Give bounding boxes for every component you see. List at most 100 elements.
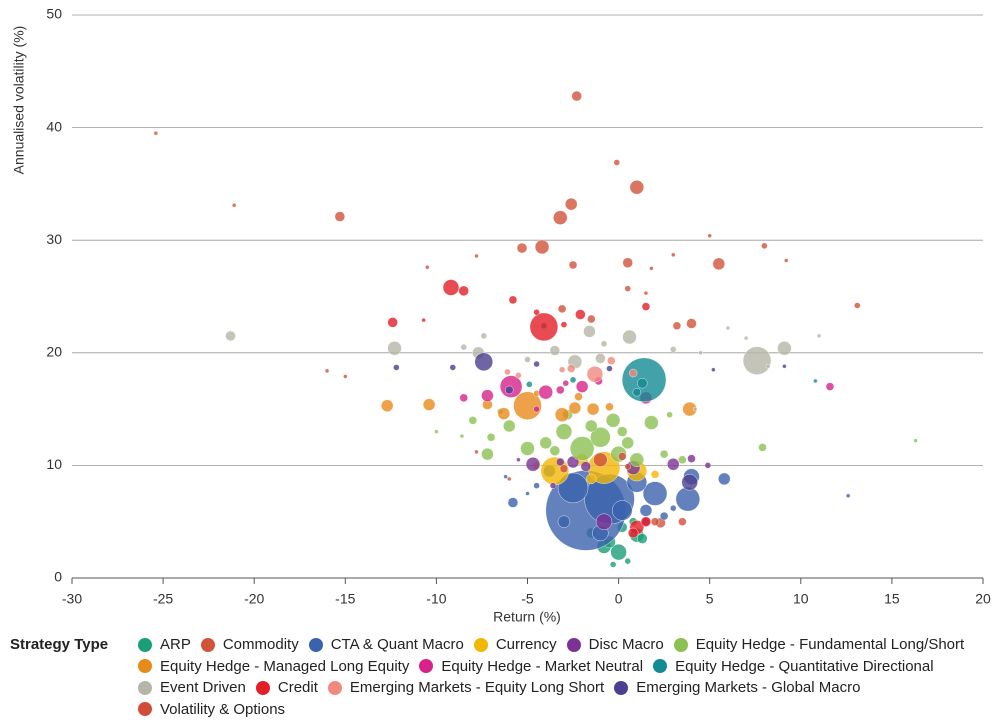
axes: 0 10 20 30 40 50 -30 -25 -20 -15 -10 -5 0 5 10 15 20	[46, 6, 991, 607]
legend-label: Emerging Markets - Global Macro	[636, 679, 861, 696]
bubble	[434, 429, 439, 434]
bubble	[743, 335, 749, 341]
bubble	[607, 356, 616, 365]
bubble	[515, 372, 522, 379]
bubble	[538, 385, 553, 400]
bubble	[629, 452, 645, 467]
y-tick-label: 0	[54, 569, 62, 585]
bubble	[529, 312, 559, 342]
y-axis-label: Annualised volatility (%)	[11, 26, 27, 175]
bubble	[644, 415, 659, 430]
bubble	[640, 516, 652, 527]
bubble	[712, 257, 726, 271]
bubble	[784, 258, 789, 263]
bubble	[559, 464, 569, 473]
bubble	[549, 345, 561, 356]
bubble	[707, 233, 712, 238]
legend-item: Credit	[255, 677, 318, 699]
bubble	[393, 364, 400, 371]
legend-swatch	[255, 680, 270, 695]
legend-swatch	[673, 637, 688, 652]
legend-swatch	[200, 637, 215, 652]
x-axis-label: Return (%)	[493, 609, 561, 625]
x-tick-label: -25	[153, 591, 173, 607]
bubble	[557, 515, 571, 528]
bubble	[595, 513, 613, 530]
bubble	[555, 423, 573, 440]
x-tick-label: -30	[62, 591, 82, 607]
x-tick-label: 20	[975, 591, 991, 607]
bubble	[666, 411, 673, 418]
x-tick-label: 0	[615, 591, 623, 607]
legend-label: Emerging Markets - Equity Long Short	[349, 679, 605, 696]
legend-swatch	[473, 637, 488, 652]
bubble	[575, 309, 586, 320]
bubble	[612, 500, 633, 521]
bubble	[525, 491, 530, 496]
legend-label: Event Driven	[160, 679, 246, 696]
bubble	[507, 497, 519, 508]
bubble	[913, 438, 918, 443]
bubble	[642, 481, 668, 506]
bubble	[569, 436, 595, 461]
bubble	[549, 445, 561, 456]
bubble	[672, 321, 682, 330]
bubble	[681, 474, 698, 491]
bubble	[637, 378, 648, 389]
bubble	[629, 180, 645, 195]
legend-item: Disc Macro	[566, 634, 664, 656]
bubble	[825, 382, 835, 391]
bubble	[580, 461, 592, 472]
legend-items: ARP Commodity CTA & Quant Macro Currency Dis…	[138, 634, 983, 720]
bubble	[670, 504, 677, 512]
bubble	[587, 314, 596, 324]
bubble	[533, 360, 540, 368]
y-tick-label: 30	[46, 231, 62, 247]
bubble	[458, 285, 469, 297]
legend-item: Equity Hedge - Managed Long Equity	[138, 656, 409, 678]
chart: 0 10 20 30 40 50 -30 -25 -20 -15 -10 -5 0 5 10 15 20 Ret…	[11, 6, 991, 625]
legend-swatch	[614, 680, 629, 695]
bubble	[622, 257, 633, 268]
bubble	[704, 462, 712, 469]
legend-label: Equity Hedge - Market Neutral	[441, 657, 644, 675]
bubble	[605, 402, 614, 412]
x-tick-label: 15	[884, 591, 900, 607]
bubble	[562, 380, 569, 387]
bubble	[641, 302, 651, 311]
bubble	[650, 517, 660, 526]
bubble	[558, 366, 566, 373]
bubble	[324, 368, 330, 374]
bubble	[520, 441, 535, 456]
legend-swatch	[138, 659, 152, 674]
bubble	[670, 346, 677, 353]
bubble	[725, 325, 731, 331]
bubble	[609, 561, 617, 568]
bubble	[649, 266, 654, 271]
bubble	[618, 452, 627, 461]
bubble	[381, 399, 394, 412]
bubble	[421, 317, 426, 323]
legend-title: Strategy Type	[10, 636, 109, 653]
bubble	[459, 393, 468, 403]
bubble	[153, 131, 159, 136]
y-tick-label: 10	[46, 456, 62, 472]
bubble	[422, 398, 436, 411]
legend-item: Equity Hedge - Fundamental Long/Short	[673, 634, 964, 656]
bubble	[586, 473, 597, 485]
bubble	[659, 511, 669, 521]
bubble	[503, 419, 516, 433]
bubble	[442, 279, 460, 296]
legend-swatch	[419, 659, 434, 674]
bubble	[525, 457, 541, 472]
legend-swatch	[138, 680, 152, 695]
bubble	[686, 318, 697, 329]
bubble	[671, 252, 676, 258]
bubble	[590, 427, 611, 448]
bubble	[637, 533, 648, 544]
legend-label: Credit	[277, 679, 318, 696]
bubble	[556, 385, 565, 395]
bubble	[569, 376, 577, 384]
legend-label: Volatility & Options	[160, 700, 286, 718]
